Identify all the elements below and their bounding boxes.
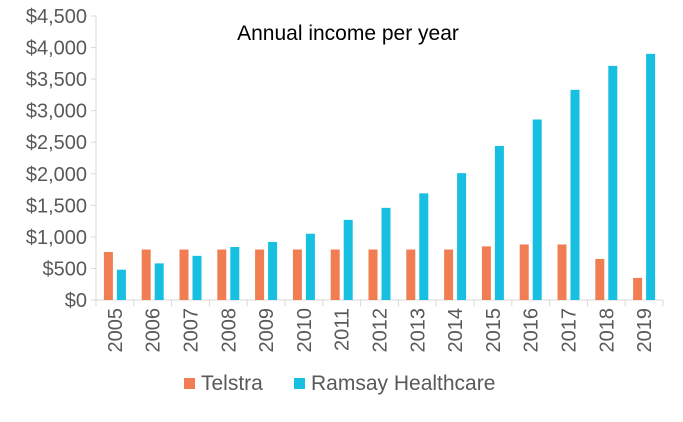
bar-ramsay-healthcare-2009 (268, 241, 278, 300)
bar-ramsay-healthcare-2015 (494, 146, 504, 300)
chart-title: Annual income per year (237, 22, 459, 45)
x-axis-ticks: 2005 2006 2007 2008 2009 2010 2011 2012 2013 2014… (95, 300, 664, 353)
x-tick-label: 2011 (332, 308, 354, 351)
bar-telstra-2011 (330, 249, 340, 300)
x-tick-label: 2007 (181, 308, 203, 353)
bar-ramsay-healthcare-2011 (343, 219, 353, 300)
bar-ramsay-healthcare-2010 (305, 233, 315, 300)
y-tick-label: $4,000 (26, 38, 87, 60)
bar-ramsay-healthcare-2019 (646, 53, 656, 300)
x-tick-label: 2012 (370, 308, 392, 353)
chart-axes (95, 16, 663, 301)
x-tick-label: 2005 (105, 308, 127, 353)
y-tick-label: $3,000 (26, 101, 87, 123)
bar-ramsay-healthcare-2005 (116, 269, 126, 300)
bar-series (103, 53, 656, 300)
y-tick-label: $2,500 (26, 132, 87, 154)
bar-ramsay-healthcare-2012 (381, 207, 391, 300)
bar-ramsay-healthcare-2018 (608, 65, 618, 300)
bar-telstra-2008 (217, 249, 227, 300)
x-tick-label: 2006 (143, 308, 165, 353)
chart-legend: Telstra Ramsay Healthcare (184, 372, 495, 395)
bar-telstra-2015 (481, 246, 491, 300)
bar-ramsay-healthcare-2017 (570, 89, 580, 300)
legend-label: Telstra (201, 372, 263, 395)
y-tick-label: $0 (65, 290, 87, 312)
x-tick-label: 2019 (634, 308, 656, 353)
bar-telstra-2019 (633, 277, 643, 300)
bar-telstra-2014 (444, 249, 454, 300)
y-tick-label: $500 (43, 258, 88, 280)
x-tick-label: 2017 (559, 308, 581, 353)
y-axis-ticks: $0 $500 $1,000 $1,500 $2,000 $2,500 $3,000 $3,5… (26, 6, 96, 312)
bar-ramsay-healthcare-2013 (419, 193, 429, 300)
y-tick-label: $4,500 (26, 6, 87, 28)
bar-telstra-2005 (103, 252, 113, 300)
bar-ramsay-healthcare-2006 (154, 263, 164, 300)
bar-ramsay-healthcare-2008 (230, 246, 240, 300)
bar-telstra-2013 (406, 249, 416, 300)
x-tick-label: 2016 (521, 308, 543, 353)
x-tick-label: 2010 (294, 308, 316, 353)
x-tick-label: 2009 (256, 308, 278, 353)
bar-ramsay-healthcare-2014 (457, 173, 467, 300)
bar-ramsay-healthcare-2007 (192, 255, 202, 300)
legend-swatch-telstra (184, 378, 195, 389)
x-tick-label: 2018 (596, 308, 618, 353)
x-tick-label: 2008 (218, 308, 240, 353)
bar-telstra-2010 (292, 249, 302, 300)
x-tick-label: 2013 (407, 308, 429, 353)
bar-telstra-2007 (179, 249, 189, 300)
bar-telstra-2009 (255, 249, 265, 300)
y-tick-label: $3,500 (26, 69, 87, 91)
bar-telstra-2018 (595, 258, 605, 300)
bar-telstra-2017 (557, 244, 567, 300)
bar-telstra-2012 (368, 249, 378, 300)
y-tick-label: $1,000 (26, 227, 87, 249)
legend-label: Ramsay Healthcare (311, 372, 495, 395)
bar-telstra-2006 (141, 249, 151, 300)
legend-swatch-ramsay-healthcare (294, 378, 305, 389)
y-tick-label: $1,500 (26, 195, 87, 217)
y-tick-label: $2,000 (26, 164, 87, 186)
x-tick-label: 2014 (445, 308, 467, 353)
bar-ramsay-healthcare-2016 (532, 119, 542, 300)
bar-telstra-2016 (519, 244, 529, 300)
x-tick-label: 2015 (483, 308, 505, 353)
